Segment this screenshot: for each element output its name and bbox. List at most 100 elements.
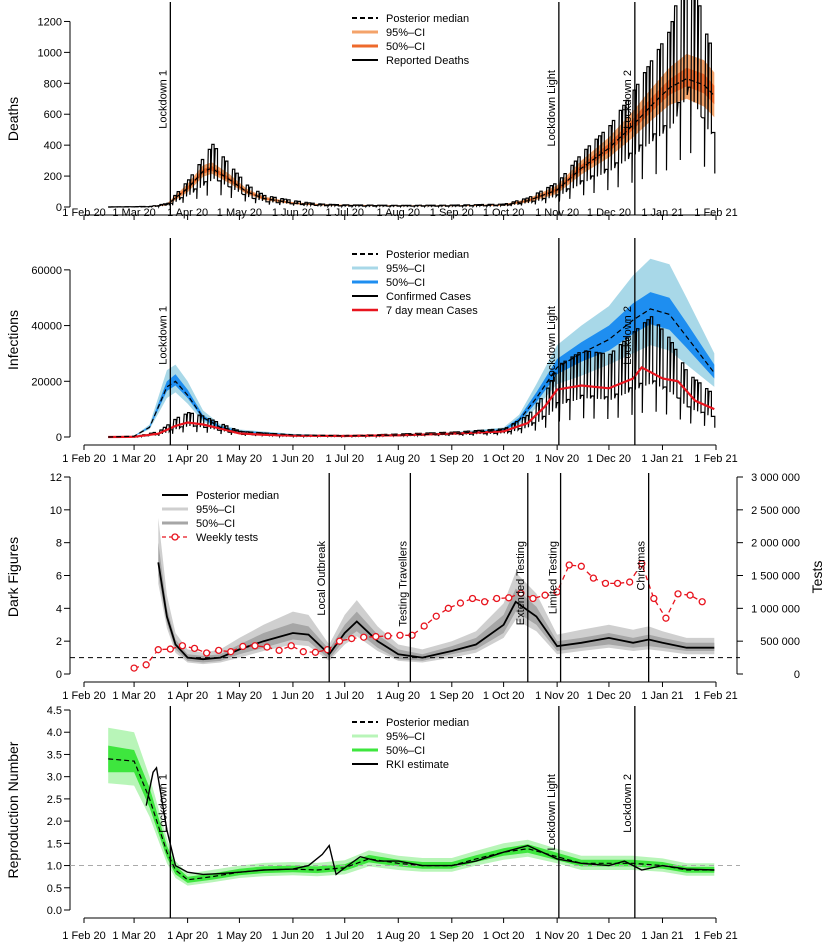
x-tick-label: 1 Feb 20: [62, 930, 105, 942]
x-tick-label: 1 Aug 20: [377, 453, 420, 465]
y-tick-label: 200: [44, 171, 62, 183]
x-tick-label: 1 Jan 21: [641, 207, 683, 219]
x-tick-label: 1 May 20: [217, 453, 262, 465]
ci50-band: [108, 292, 715, 437]
x-tick-label: 1 Mar 20: [112, 690, 155, 702]
event-label: Lockdown Light: [546, 774, 558, 850]
weekly-tests-point: [154, 646, 162, 654]
legend-label: 50%–CI: [386, 277, 425, 289]
event-label: Lockdown 1: [157, 70, 169, 129]
x-tick-label: 1 Feb 21: [694, 690, 737, 702]
event-label: Lockdown 2: [622, 306, 634, 365]
x-tick-label: 1 Sep 20: [430, 453, 474, 465]
y-tick-label: 2: [56, 636, 62, 648]
weekly-tests-point: [698, 598, 706, 606]
weekly-tests-point: [372, 632, 380, 641]
event-label: Christmas: [636, 541, 648, 591]
y2-tick-label: 500 000: [760, 636, 800, 648]
y-tick-label: 800: [44, 78, 62, 90]
x-tick-label: 1 Apr 20: [167, 207, 208, 219]
y-tick-label: 3.0: [47, 772, 62, 784]
x-tick-label: 1 Apr 20: [167, 930, 208, 942]
weekly-tests-point: [142, 661, 150, 669]
x-tick-label: 1 Nov 20: [535, 207, 579, 219]
x-tick-label: 1 Nov 20: [535, 930, 579, 942]
event-label: Lockdown 1: [157, 306, 169, 365]
weekly-tests-point: [565, 561, 573, 569]
weekly-tests-point: [275, 646, 283, 655]
y2-tick-label: 1 500 000: [751, 571, 800, 583]
legend-label: Confirmed Cases: [386, 291, 471, 303]
weekly-tests-point: [444, 604, 452, 612]
y2-tick-label: 1 000 000: [751, 603, 800, 615]
x-tick-label: 1 Mar 20: [112, 930, 155, 942]
y-tick-label: 0: [56, 669, 62, 681]
x-tick-label: 1 Sep 20: [430, 690, 474, 702]
x-tick-label: 1 Apr 20: [167, 690, 208, 702]
x-tick-label: 1 Feb 20: [62, 690, 105, 702]
event-label: Lockdown 2: [622, 70, 634, 129]
y-tick-label: 400: [44, 140, 62, 152]
legend-label: 95%–CI: [386, 27, 425, 39]
observed-series: [108, 0, 716, 209]
y2-tick-label: 2 000 000: [751, 538, 800, 550]
weekly-tests-point: [348, 634, 356, 643]
y2-tick-label: 2 500 000: [751, 505, 800, 517]
y-tick-label: 0: [56, 432, 62, 444]
x-tick-label: 1 Nov 20: [535, 453, 579, 465]
weekly-tests-point: [541, 591, 549, 599]
legend-label: Posterior median: [196, 490, 279, 502]
event-label: Lockdown 1: [157, 774, 169, 833]
x-tick-label: 1 Sep 20: [430, 930, 474, 942]
legend-label: 95%–CI: [196, 504, 235, 516]
weekly-tests-point: [674, 590, 682, 598]
y-tick-label: 60000: [31, 265, 62, 277]
weekly-tests-point: [686, 591, 694, 599]
x-tick-label: 1 Oct 20: [483, 930, 525, 942]
weekly-tests-point: [299, 648, 307, 656]
x-tick-label: 1 May 20: [217, 690, 262, 702]
legend-label: 50%–CI: [386, 745, 425, 757]
weekly-tests-point: [396, 631, 404, 639]
x-tick-label: 1 Aug 20: [377, 930, 420, 942]
x-tick-label: 1 Oct 20: [483, 453, 525, 465]
mean-cases-line: [108, 365, 715, 439]
y-tick-label: 0.0: [47, 905, 62, 917]
x-tick-label: 1 Dec 20: [587, 690, 631, 702]
y-tick-label: 0.5: [47, 883, 62, 895]
y-tick-label: 1200: [38, 16, 62, 28]
event-label: Lockdown Light: [546, 70, 558, 146]
y2-tick-label: 3 000 000: [751, 472, 800, 484]
x-tick-label: 1 Dec 20: [587, 453, 631, 465]
x-tick-label: 1 Jun 20: [272, 690, 314, 702]
x-tick-label: 1 Jul 20: [325, 207, 364, 219]
weekly-tests-point: [613, 579, 622, 588]
panel-reproduction-number: 0.0 0.5 1.0 1.5 2.0 2.5 3.0 3.5 4.0 4.5 Reproducti…: [5, 705, 740, 942]
x-tick-label: 1 Feb 20: [62, 207, 105, 219]
weekly-tests-point: [626, 578, 634, 586]
x-tick-label: 1 May 20: [217, 207, 262, 219]
x-tick-label: 1 Feb 21: [694, 207, 737, 219]
weekly-tests-point: [335, 637, 344, 645]
weekly-tests-point: [480, 598, 489, 606]
weekly-tests-point: [130, 664, 138, 672]
y-axis-label: Infections: [5, 310, 21, 370]
x-tick-label: 1 Dec 20: [587, 207, 631, 219]
legend-label: 95%–CI: [386, 731, 425, 743]
weekly-tests-point: [493, 594, 501, 603]
weekly-tests-point: [638, 560, 646, 568]
x-tick-label: 1 Nov 20: [535, 690, 579, 702]
legend-label: 7 day mean Cases: [386, 305, 478, 317]
x-tick-label: 1 Oct 20: [483, 690, 525, 702]
event-label: Lockdown 2: [622, 774, 634, 833]
weekly-tests-point: [287, 642, 295, 650]
weekly-tests-point: [420, 622, 428, 630]
x-tick-label: 1 Jan 21: [641, 453, 683, 465]
x-tick-label: 1 Feb 20: [62, 453, 105, 465]
weekly-tests-point: [215, 646, 223, 655]
rki-estimate-line: [145, 766, 715, 876]
legend-label: Posterior median: [386, 717, 469, 729]
y-tick-label: 4: [56, 603, 62, 615]
